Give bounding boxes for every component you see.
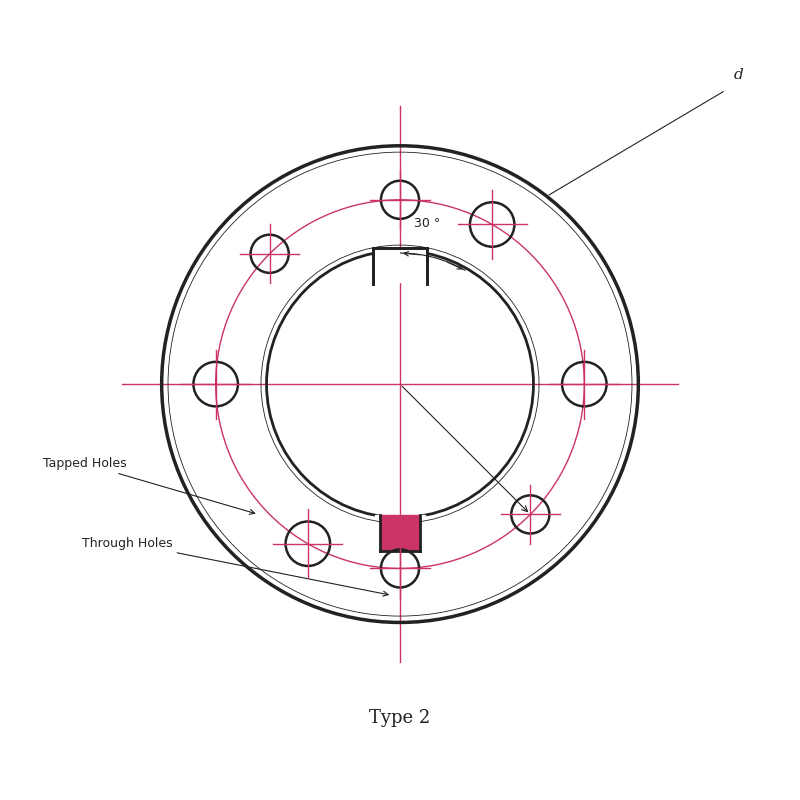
Text: Type 2: Type 2 [370, 709, 430, 726]
Text: Through Holes: Through Holes [82, 537, 388, 596]
Polygon shape [374, 515, 426, 517]
Text: 30 °: 30 ° [414, 218, 440, 230]
Polygon shape [374, 248, 426, 282]
Polygon shape [380, 515, 420, 551]
Text: Tapped Holes: Tapped Holes [42, 457, 254, 514]
Text: d: d [734, 68, 743, 82]
